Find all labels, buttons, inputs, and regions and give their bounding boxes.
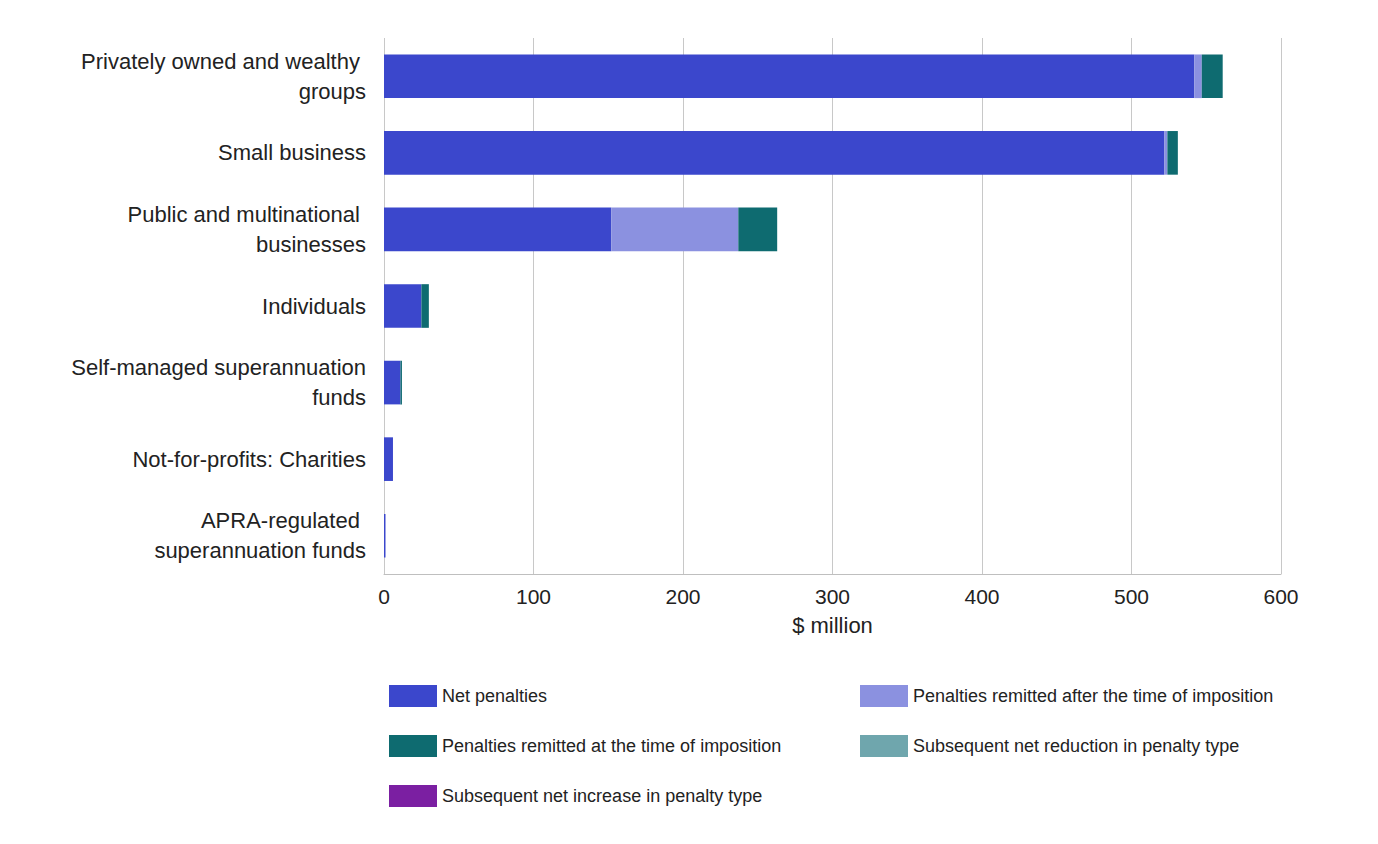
svg-text:500: 500 [1114,585,1149,608]
svg-text:300: 300 [815,585,850,608]
svg-text:Penalties remitted at the time: Penalties remitted at the time of imposi… [442,736,781,756]
svg-text:Subsequent net reduction in pe: Subsequent net reduction in penalty type [913,736,1239,756]
svg-text:400: 400 [964,585,999,608]
svg-text:Penalties remitted after the t: Penalties remitted after the time of imp… [913,686,1273,706]
svg-text:200: 200 [665,585,700,608]
svg-text:Self-managed superannuation: Self-managed superannuation [71,355,366,380]
svg-text:businesses: businesses [256,232,366,257]
svg-text:Not-for-profits: Charities: Not-for-profits: Charities [132,447,366,472]
svg-text:Subsequent net increase in pen: Subsequent net increase in penalty type [442,786,762,806]
svg-text:100: 100 [516,585,551,608]
svg-text:600: 600 [1263,585,1298,608]
svg-text:superannuation funds: superannuation funds [154,538,366,563]
svg-text:Public and multinational: Public and multinational [128,202,366,227]
svg-text:funds: funds [306,385,366,410]
svg-text:APRA-regulated: APRA-regulated [201,508,366,533]
svg-text:Privately owned and wealthy: Privately owned and wealthy [81,49,366,74]
svg-text:groups: groups [299,79,366,104]
svg-text:Individuals: Individuals [262,294,366,319]
svg-text:0: 0 [378,585,390,608]
svg-text:$ million: $ million [792,613,873,638]
svg-text:Small business: Small business [218,140,366,165]
svg-text:Net penalties: Net penalties [442,686,547,706]
